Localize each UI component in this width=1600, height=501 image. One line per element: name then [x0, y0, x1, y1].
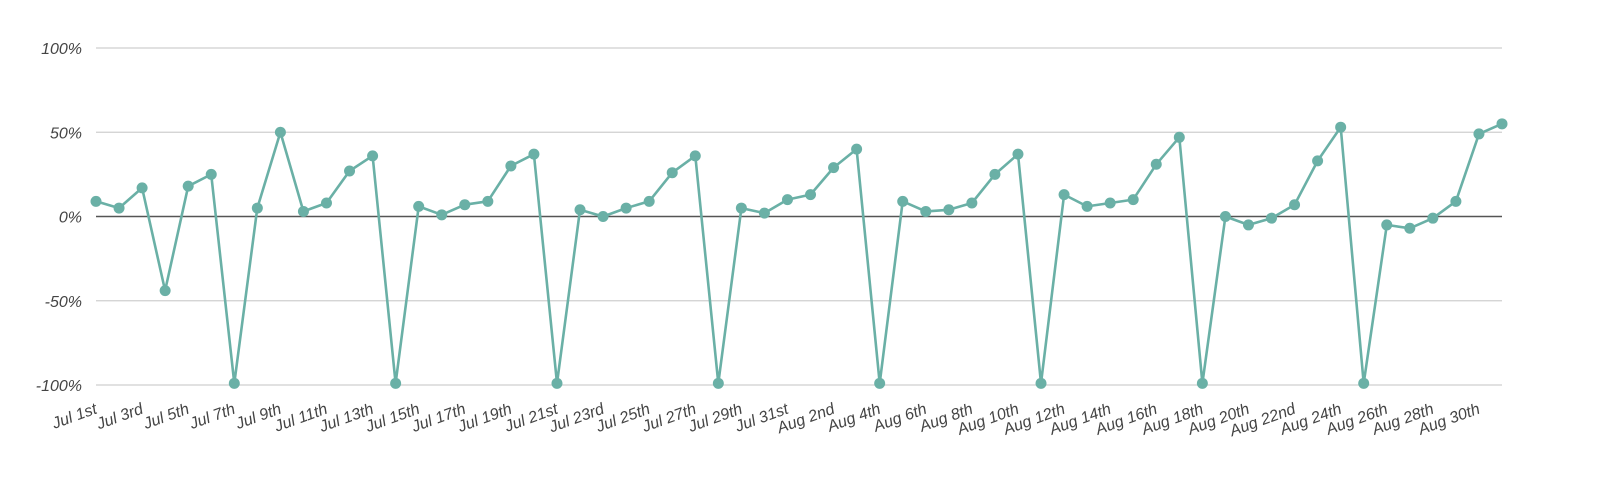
y-tick-label: 0%: [59, 210, 82, 227]
y-axis: 100% 50% 0% -50% -100%: [36, 41, 82, 395]
data-point: [1127, 194, 1139, 206]
y-tick-label: 50%: [50, 125, 82, 142]
y-tick-label: -50%: [45, 294, 82, 311]
y-tick-label: 100%: [41, 41, 82, 58]
data-point: [1081, 200, 1093, 212]
data-point: [597, 211, 609, 222]
data-point: [1242, 219, 1254, 231]
data-point: [712, 377, 724, 389]
data-point: [828, 162, 840, 174]
data-point: [228, 377, 240, 389]
data-point: [1381, 219, 1393, 231]
y-tick-label: -100%: [36, 378, 82, 395]
data-point: [874, 377, 886, 389]
data-point: [459, 199, 471, 211]
data-point: [320, 197, 332, 209]
grid-layer: [96, 47, 1502, 386]
data-point: [1150, 158, 1162, 170]
data-point: [528, 148, 540, 160]
data-point: [1312, 155, 1324, 167]
data-point: [113, 202, 125, 214]
data-point: [758, 207, 770, 219]
data-point: [1012, 148, 1024, 160]
data-point: [1035, 377, 1047, 389]
data-point: [551, 377, 563, 389]
data-point: [943, 204, 955, 216]
data-point: [413, 200, 425, 212]
data-point: [1335, 121, 1347, 133]
data-point: [805, 189, 817, 201]
x-tick-label: Jul 5th: [141, 401, 192, 433]
data-point: [1058, 189, 1070, 201]
data-point: [136, 182, 148, 194]
data-point: [367, 150, 379, 162]
data-point: [1173, 131, 1185, 143]
data-point: [344, 165, 356, 177]
x-tick-label: Jul 7th: [187, 401, 238, 433]
data-point: [851, 143, 863, 155]
data-point: [1358, 377, 1370, 389]
data-point: [251, 202, 263, 214]
x-tick-label: Jul 1st: [49, 401, 100, 433]
data-points: [90, 118, 1508, 389]
data-point: [436, 209, 448, 221]
data-point: [1427, 212, 1439, 224]
data-point: [1404, 222, 1416, 234]
data-point: [643, 195, 655, 207]
data-point: [920, 205, 932, 217]
data-point: [574, 204, 586, 216]
data-point: [620, 202, 632, 214]
data-point: [897, 195, 909, 207]
data-point: [297, 205, 309, 217]
data-point: [1266, 212, 1278, 224]
data-point: [274, 126, 286, 138]
data-point: [205, 168, 217, 180]
data-point: [1450, 195, 1462, 207]
data-point: [159, 285, 171, 297]
x-tick-label: Jul 3rd: [94, 400, 147, 433]
data-point: [482, 195, 494, 207]
data-point: [505, 160, 517, 172]
series-line: [95, 122, 1503, 385]
data-point: [735, 202, 747, 214]
data-point: [1196, 377, 1208, 389]
data-point: [90, 195, 102, 207]
data-point: [989, 168, 1001, 180]
data-point: [1104, 197, 1116, 209]
data-point: [781, 194, 793, 206]
data-point: [182, 180, 194, 192]
data-point: [966, 197, 978, 209]
data-point: [1496, 118, 1508, 130]
data-point: [390, 377, 402, 389]
data-point: [1289, 199, 1301, 211]
data-point: [689, 150, 701, 162]
data-point: [1219, 211, 1231, 222]
data-point: [666, 167, 678, 179]
data-point: [1473, 128, 1485, 140]
